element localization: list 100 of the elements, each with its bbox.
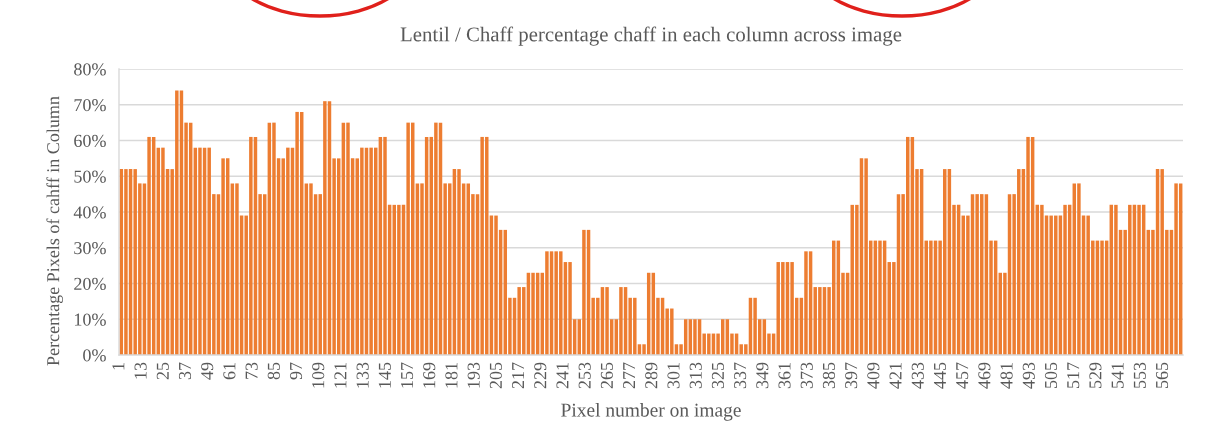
bar [494,215,498,355]
x-tick-label: 313 [689,362,702,389]
x-tick-label: 205 [489,362,502,389]
x-tick-label: 553 [1133,362,1146,388]
x-tick-label: 121 [334,363,347,388]
bar [235,183,239,355]
x-tick-label: 73 [245,362,258,379]
x-tick-label: 433 [911,362,924,389]
bar [295,111,299,355]
x-axis-title: Pixel number on image [561,403,741,421]
y-tick-label: 30% [74,242,106,255]
x-tick-label: 13 [134,362,147,379]
x-tick-label: 37 [178,362,192,380]
y-tick-label: 20% [74,277,106,290]
x-tick-label: 445 [933,362,947,389]
x-tick-label: 517 [1067,362,1080,388]
y-tick-label: 80% [74,63,106,76]
bar [383,136,387,355]
bar [545,251,549,355]
bar [693,319,697,355]
bar [804,251,808,355]
bar [124,169,128,355]
bar [790,262,794,355]
bar [1100,240,1104,355]
bar [309,183,313,355]
x-tick-label: 169 [423,362,436,388]
y-tick-label: 50% [74,170,106,183]
x-tick-label: 481 [1000,363,1013,389]
x-tick-label: 193 [467,362,480,388]
x-tick-label: 529 [1089,362,1102,388]
bar [1026,136,1030,355]
bar [272,122,276,355]
bar [1137,204,1141,355]
y-tick-label: 40% [73,206,106,219]
x-tick-label: 181 [445,363,458,388]
chart-title: Lentil / Chaff percentage chaff in each column across image [400,26,902,46]
bar [147,136,151,355]
bar [406,122,410,355]
x-tick-label: 241 [556,363,569,389]
x-tick-label: 277 [623,362,635,389]
bar [864,158,868,355]
x-tick-label: 457 [956,362,969,389]
x-tick-label: 397 [845,362,858,389]
x-tick-label: 85 [267,362,280,380]
x-tick-label: 325 [711,362,724,389]
x-tick-label: 565 [1155,362,1169,388]
x-tick-label: 361 [778,363,791,389]
x-tick-label: 133 [356,362,369,388]
bar [1040,204,1044,355]
x-tick-label: 421 [889,363,902,389]
x-tick-label: 505 [1044,362,1058,388]
bar [360,147,364,355]
x-tick-label: 97 [289,362,303,380]
bar [753,297,757,355]
y-tick-label: 60% [74,134,106,147]
x-tick-label: 265 [600,362,613,389]
x-tick-label: 541 [1111,363,1124,388]
bar [929,240,933,355]
bar [1174,183,1178,355]
bar [161,147,165,355]
x-tick-label: 409 [867,362,880,389]
bar [369,147,373,355]
bar [397,204,401,355]
bar [323,101,327,355]
x-tick-label: 337 [734,362,747,389]
bar [346,122,350,355]
y-tick-label: 10% [74,313,106,326]
bar [975,194,979,355]
x-tick-label: 145 [378,362,391,388]
x-tick-label: 229 [534,362,547,389]
x-tick-label: 469 [978,362,991,389]
x-tick-label: 373 [800,362,813,389]
bar [531,272,535,355]
bar [582,229,586,355]
x-tick-label: 289 [645,362,658,389]
y-axis-title: Percentage Pixels of cahff in Column [46,96,63,366]
x-tick-label: 157 [401,362,414,388]
bar [1063,204,1067,355]
x-tick-label: 217 [512,362,524,389]
bar [434,122,438,355]
x-tick-label: 49 [201,362,214,380]
bar [619,287,623,355]
bar [198,147,202,355]
x-tick-label: 349 [756,362,769,389]
x-tick-label: 61 [223,363,236,380]
x-tick-label: 109 [312,362,325,388]
x-tick-label: 1 [112,363,125,370]
x-tick-label: 25 [156,362,169,380]
bar [605,287,609,355]
y-tick-label: 0% [83,349,106,362]
bar [878,240,882,355]
bar [1077,183,1081,355]
x-tick-label: 301 [667,363,680,389]
x-tick-label: 493 [1022,362,1035,389]
bar [1114,204,1118,355]
bar [457,169,461,355]
x-tick-label: 253 [578,362,591,389]
bar [568,262,572,355]
x-tick-label: 385 [822,362,836,389]
bar [221,158,225,355]
